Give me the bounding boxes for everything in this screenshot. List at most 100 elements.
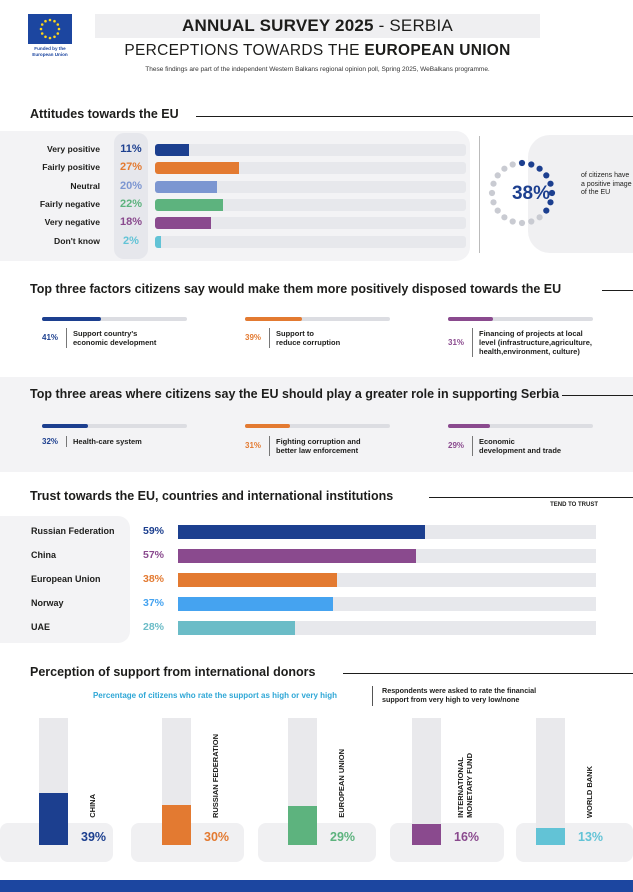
ring-dot-empty [501,214,508,221]
donor-bar [288,806,317,845]
attitude-label: Don't know [54,236,100,246]
attitude-pct: 11% [120,143,142,155]
factors-separator [66,328,67,348]
attitude-bar-track [155,181,466,193]
factors-text-line: level (infrastructure,agriculture, [479,338,592,347]
ring-dot-filled [528,161,535,168]
ring-dot-empty [536,214,543,221]
attitude-bar [155,236,162,248]
ring-dot-empty [518,219,526,227]
ring-dot-empty [509,218,516,225]
donor-pct: 16% [454,830,480,844]
section-divider [343,673,633,674]
attitude-label: Neutral [70,181,100,191]
ring-dot-filled [518,159,526,167]
donors-note-divider [372,686,373,706]
attitude-bar [155,162,239,174]
trust-pct: 28% [143,621,165,633]
areas-bar [245,424,290,428]
positive-image-ring [488,159,556,227]
factors-bar [245,317,302,321]
donor-name: CHINA [88,794,97,818]
donor-pct: 29% [330,830,356,844]
donor-name-line: CHINA [88,794,97,818]
page-subtitle: PERCEPTIONS TOWARDS THE EUROPEAN UNION [95,42,540,60]
areas-text-line: better law enforcement [276,446,359,455]
section-divider [429,497,633,498]
areas-bar [448,424,491,428]
vertical-divider [479,136,480,253]
donor-pct: 13% [578,830,604,844]
title-bold: ANNUAL SURVEY 2025 [182,16,374,35]
donor-name-line: RUSSIAN FEDERATION [211,733,220,818]
donor-bar [412,823,441,845]
factors-separator [472,328,473,357]
donor-name: EUROPEAN UNION [337,749,346,818]
trust-bar [178,621,296,635]
factors-text-line: Support country's [73,329,138,338]
areas-text-line: Health-care system [73,437,142,446]
factors-text: Support to reduce corruption [276,329,446,347]
areas-text: Fighting corruption and better law enforc… [276,437,446,455]
donors-note-line: Respondents were asked to rate the finan… [382,686,537,695]
title-background [95,14,540,38]
ring-dot-filled [547,180,554,187]
subtitle-bold: EUROPEAN UNION [364,42,511,59]
factors-pct: 39% [245,333,262,342]
page-title: ANNUAL SURVEY 2025 - SERBIA [95,16,540,36]
factors-text-line: reduce corruption [276,338,341,347]
trust-pct: 59% [143,525,165,537]
ring-dot-empty [494,207,501,214]
factors-bar-track [245,317,390,321]
factors-bar [42,317,102,321]
ring-dot-empty [528,218,535,225]
areas-text: Economic development and trade [479,437,633,455]
section-divider [196,116,633,117]
donor-pct: 39% [81,830,107,844]
ring-dot-filled [548,189,556,197]
areas-separator [269,436,270,456]
areas-text-line: Economic [479,437,515,446]
ring-dot-empty [501,165,508,172]
areas-pct: 29% [448,441,465,450]
areas-bar-track [448,424,593,428]
ring-dot-empty [494,172,501,179]
trust-label: Norway [31,598,64,608]
areas-title: Top three areas where citizens say the E… [30,387,560,401]
areas-pct: 32% [42,436,59,446]
attitude-bar-track [155,217,466,229]
attitude-label: Fairly positive [42,162,100,172]
attitude-bar-track [155,144,466,156]
donor-bar-track [536,718,565,845]
source-note: These findings are part of the independe… [145,66,490,73]
factors-text: Support country's economic development [73,329,243,347]
donor-bar [536,827,565,845]
trust-label-panel [0,516,130,643]
areas-pct: 31% [245,441,262,450]
factors-pct: 41% [42,333,59,342]
factors-bar [448,317,493,321]
factors-text-line: Support to [276,329,314,338]
areas-bar-track [42,424,187,428]
donor-name: WORLD BANK [585,766,594,818]
attitude-bar-track [155,236,466,248]
areas-separator [472,436,473,456]
areas-separator [66,436,67,447]
donor-card [390,823,504,862]
factors-separator [269,328,270,348]
trust-label: Russian Federation [31,526,115,536]
attitude-pct: 20% [119,180,143,192]
factors-bar-track [42,317,187,321]
attitude-bar [155,217,211,229]
ring-dot-empty [509,161,516,168]
subtitle-prefix: PERCEPTIONS TOWARDS THE [124,42,365,59]
ring-dot-filled [547,199,554,206]
ring-dot-filled [536,165,543,172]
factors-title: Top three factors citizens say would mak… [30,282,562,296]
attitude-pct: 2% [123,235,139,247]
attitude-pct: 22% [119,198,143,210]
trust-label: UAE [31,622,51,632]
logo-caption: Funded by the European Union [32,46,68,57]
donor-name-line: INTERNATIONAL [456,757,465,818]
trust-bar [178,573,337,587]
